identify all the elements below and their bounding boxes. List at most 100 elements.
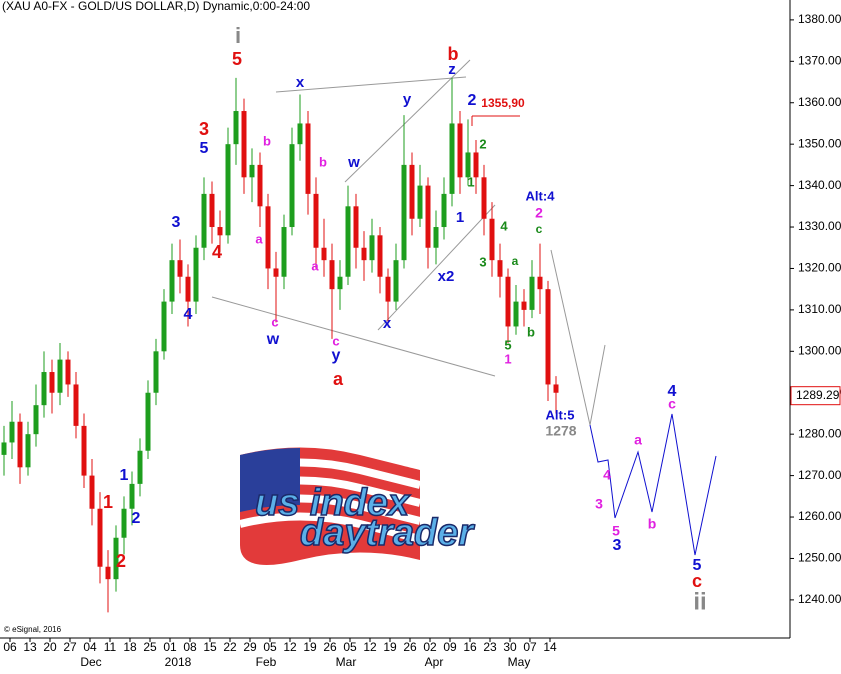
copyright: © eSignal, 2016 xyxy=(4,625,62,634)
candle-body xyxy=(153,351,159,393)
wave-label: x xyxy=(383,315,392,332)
x-tick-label: 16 xyxy=(463,640,477,654)
candle-body xyxy=(265,206,271,269)
wave-label: 1 xyxy=(504,351,511,366)
month-label: Feb xyxy=(256,655,277,669)
x-tick-label: 23 xyxy=(483,640,497,654)
wave-label: b xyxy=(263,133,271,148)
y-tick-label: 1300.00 xyxy=(798,343,841,357)
candle-body xyxy=(25,434,31,468)
candle-body xyxy=(361,247,367,261)
candle-body xyxy=(473,152,479,178)
x-tick-label: 04 xyxy=(83,640,97,654)
wave-label: 3 xyxy=(199,119,209,139)
wave-label: y xyxy=(332,347,341,364)
y-tick-label: 1330.00 xyxy=(798,219,841,233)
candle-body xyxy=(393,260,399,302)
candle-body xyxy=(105,566,111,580)
candle-body xyxy=(521,301,527,310)
x-tick-label: 26 xyxy=(323,640,337,654)
wave-label: 3 xyxy=(613,537,622,554)
wave-label: a xyxy=(255,231,263,246)
y-tick-label: 1310.00 xyxy=(798,302,841,316)
y-tick-label: 1340.00 xyxy=(798,178,841,192)
candle-body xyxy=(257,164,263,207)
month-label: Mar xyxy=(336,655,357,669)
x-tick-label: 19 xyxy=(383,640,397,654)
candle-body xyxy=(329,260,335,290)
wave-label: a xyxy=(311,258,319,273)
wave-label: c xyxy=(692,571,702,591)
candle-body xyxy=(425,185,431,248)
x-tick-label: 09 xyxy=(443,640,457,654)
x-tick-label: 14 xyxy=(543,640,557,654)
x-tick-label: 07 xyxy=(523,640,537,654)
y-tick-label: 1280.00 xyxy=(798,426,841,440)
candle-body xyxy=(225,144,231,236)
candle-body xyxy=(457,123,463,178)
candle-body xyxy=(185,276,191,302)
x-tick-label: 26 xyxy=(403,640,417,654)
x-tick-label: 05 xyxy=(263,640,277,654)
candle-body xyxy=(201,193,207,248)
month-label: May xyxy=(508,655,531,669)
wave-label: 1 xyxy=(103,492,113,512)
last-price-label: 1289.29 xyxy=(796,388,840,402)
candle-body xyxy=(169,260,175,302)
logo-text: us index xyxy=(255,482,411,524)
wave-label: b xyxy=(319,154,327,169)
x-tick-label: 12 xyxy=(363,640,377,654)
candle-body xyxy=(97,508,103,567)
candle-body xyxy=(345,206,351,277)
wave-label: a xyxy=(512,254,519,268)
wave-label: 1 xyxy=(467,174,474,189)
wave-label: 5 xyxy=(232,49,242,69)
x-tick-label: 29 xyxy=(243,640,257,654)
wave-label: b xyxy=(448,44,459,64)
candle-body xyxy=(505,276,511,327)
candle-body xyxy=(481,177,487,219)
candle-body xyxy=(129,483,135,509)
candle-body xyxy=(369,235,375,261)
wave-label: 5 xyxy=(200,140,209,157)
candle-body xyxy=(449,123,455,194)
y-tick-label: 1260.00 xyxy=(798,509,841,523)
x-tick-label: 15 xyxy=(203,640,217,654)
wave-label: x2 xyxy=(438,268,455,285)
x-tick-label: 13 xyxy=(23,640,37,654)
candle-body xyxy=(545,289,551,385)
wave-label: w xyxy=(347,154,360,171)
y-tick-label: 1370.00 xyxy=(798,53,841,67)
candle-body xyxy=(305,123,311,194)
wave-label: 2 xyxy=(535,205,543,221)
candle-body xyxy=(233,111,239,145)
candle-body xyxy=(441,193,447,228)
candle-body xyxy=(41,372,47,406)
wave-label: 5 xyxy=(693,557,702,574)
wave-label: c xyxy=(271,314,278,329)
month-label: 2018 xyxy=(165,655,192,669)
x-tick-label: 18 xyxy=(123,640,137,654)
month-label: Apr xyxy=(425,655,444,669)
candle-body xyxy=(409,164,415,219)
wave-label: 5 xyxy=(612,523,620,539)
y-tick-label: 1350.00 xyxy=(798,136,841,150)
y-tick-label: 1360.00 xyxy=(798,95,841,109)
wave-label: x xyxy=(296,74,305,91)
candle-body xyxy=(529,276,535,310)
candle-body xyxy=(137,450,143,484)
logo-text: daytrader xyxy=(300,512,475,554)
candle-body xyxy=(73,384,79,426)
candle-body xyxy=(217,227,223,236)
candle-body xyxy=(89,475,95,509)
wave-label: c xyxy=(536,222,543,236)
wave-label: Alt:4 xyxy=(526,188,556,203)
x-tick-label: 27 xyxy=(63,640,77,654)
wave-label: c xyxy=(668,396,676,412)
wave-label: 4 xyxy=(184,306,193,323)
wave-label: c xyxy=(332,333,339,348)
candle-body xyxy=(281,227,287,277)
wave-label: Alt:5 xyxy=(546,407,575,422)
wave-label: 4 xyxy=(500,218,508,233)
candle-body xyxy=(1,442,7,455)
